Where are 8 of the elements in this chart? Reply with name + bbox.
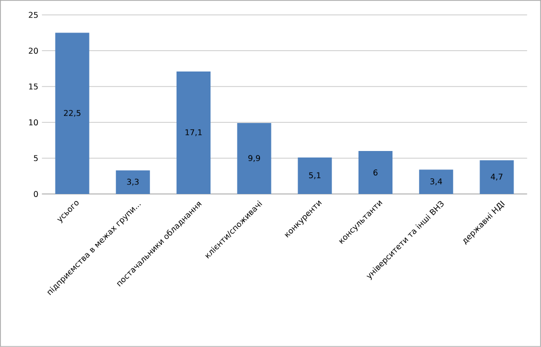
bar xyxy=(358,151,392,194)
bar xyxy=(55,32,90,194)
bar xyxy=(419,170,454,194)
bar xyxy=(176,72,211,194)
bar xyxy=(116,170,150,194)
bar xyxy=(480,160,514,194)
bar xyxy=(237,123,272,194)
bar xyxy=(298,157,332,194)
